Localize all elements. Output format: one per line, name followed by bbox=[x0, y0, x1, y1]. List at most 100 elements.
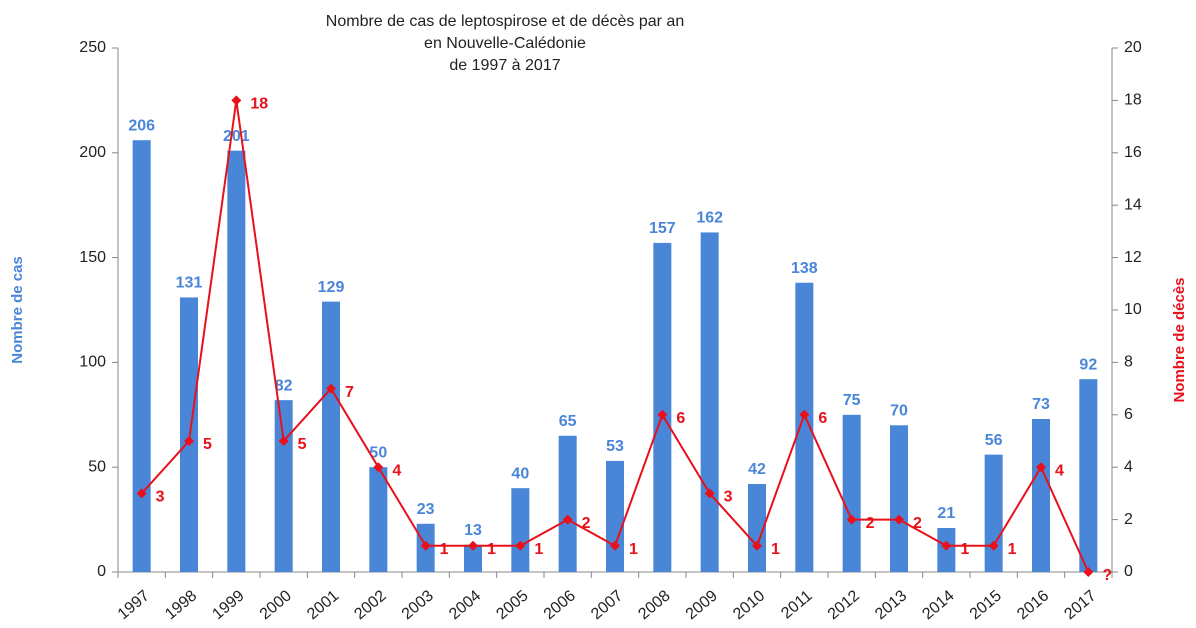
line-value-label: 5 bbox=[298, 436, 307, 453]
bar-value-label: 82 bbox=[275, 377, 293, 394]
y2-tick-label: 18 bbox=[1124, 92, 1142, 109]
bar-value-label: 70 bbox=[890, 402, 908, 419]
bar-value-label: 21 bbox=[937, 505, 955, 522]
bar bbox=[748, 483, 766, 572]
line-marker bbox=[988, 540, 999, 551]
chart-title: en Nouvelle-Calédonie bbox=[424, 35, 586, 52]
bar bbox=[984, 454, 1003, 572]
bar bbox=[369, 467, 388, 572]
bar-value-label: 50 bbox=[369, 444, 387, 461]
line-marker bbox=[326, 383, 336, 394]
bar bbox=[511, 488, 530, 572]
bar-value-label: 42 bbox=[748, 461, 766, 478]
y2-axis-label: Nombre de décès bbox=[1171, 277, 1188, 402]
line-marker bbox=[1036, 462, 1046, 473]
line-value-label: 1 bbox=[487, 541, 496, 558]
bar bbox=[606, 460, 624, 572]
line-marker bbox=[610, 540, 620, 551]
line-value-label: 1 bbox=[1008, 541, 1017, 558]
bar-value-label: 75 bbox=[843, 392, 861, 409]
line-marker bbox=[799, 409, 810, 420]
line-value-label: 7 bbox=[345, 384, 354, 401]
line-marker bbox=[562, 514, 573, 525]
bar-value-label: 23 bbox=[417, 501, 435, 518]
y2-tick-label: 4 bbox=[1124, 458, 1133, 475]
x-tick-label: 2002 bbox=[351, 587, 389, 623]
line-value-label: 6 bbox=[818, 410, 827, 427]
x-tick-label: 2012 bbox=[825, 587, 863, 623]
line-value-label: ? bbox=[1102, 567, 1112, 584]
y2-tick-label: 6 bbox=[1124, 406, 1133, 423]
bar-value-label: 65 bbox=[559, 413, 577, 430]
line-marker bbox=[752, 540, 762, 551]
x-tick-label: 2008 bbox=[635, 587, 673, 623]
y-tick-label: 0 bbox=[97, 563, 106, 580]
bar bbox=[653, 242, 672, 573]
x-tick-label: 2015 bbox=[967, 587, 1005, 623]
line-value-label: 18 bbox=[250, 96, 268, 113]
y-tick-label: 250 bbox=[79, 39, 106, 56]
y2-tick-label: 10 bbox=[1124, 301, 1142, 318]
line-value-label: 3 bbox=[724, 489, 733, 506]
bar-value-label: 157 bbox=[649, 220, 676, 237]
line-marker bbox=[894, 514, 904, 525]
line-marker bbox=[420, 540, 431, 551]
y2-tick-label: 16 bbox=[1124, 144, 1142, 161]
y2-tick-label: 8 bbox=[1124, 354, 1133, 371]
line-marker bbox=[704, 488, 715, 499]
bar bbox=[1079, 379, 1098, 572]
bar-value-label: 56 bbox=[985, 432, 1003, 449]
y2-tick-label: 14 bbox=[1124, 196, 1142, 213]
line-value-label: 1 bbox=[629, 541, 638, 558]
line-value-label: 4 bbox=[1055, 462, 1064, 479]
line-marker bbox=[184, 436, 194, 446]
y2-tick-label: 2 bbox=[1124, 511, 1133, 528]
x-tick-label: 2007 bbox=[588, 587, 626, 623]
bar-value-label: 73 bbox=[1032, 396, 1050, 413]
x-tick-label: 2017 bbox=[1061, 587, 1099, 623]
y-axis-label: Nombre de cas bbox=[9, 256, 26, 364]
line-marker bbox=[231, 95, 242, 106]
line-value-label: 1 bbox=[534, 541, 543, 558]
x-tick-label: 2016 bbox=[1014, 587, 1052, 623]
line-value-label: 3 bbox=[156, 489, 165, 506]
bar bbox=[842, 414, 861, 572]
line-marker bbox=[941, 540, 952, 551]
line-value-label: 1 bbox=[771, 541, 780, 558]
bar-value-label: 206 bbox=[128, 117, 155, 134]
chart-title: Nombre de cas de leptospirose et de décè… bbox=[326, 13, 684, 30]
x-tick-label: 2006 bbox=[541, 587, 579, 623]
bar bbox=[700, 232, 719, 572]
bar bbox=[795, 282, 814, 572]
x-tick-label: 2000 bbox=[257, 587, 295, 623]
bar bbox=[227, 150, 246, 573]
y2-tick-label: 12 bbox=[1124, 249, 1142, 266]
x-tick-label: 2010 bbox=[730, 587, 768, 623]
y-tick-label: 100 bbox=[79, 354, 106, 371]
line-marker bbox=[136, 488, 147, 499]
bar-value-label: 131 bbox=[176, 275, 203, 292]
line-value-label: 2 bbox=[582, 515, 591, 532]
bar bbox=[890, 425, 908, 572]
line-marker bbox=[657, 409, 668, 420]
line-value-label: 6 bbox=[676, 410, 685, 427]
chart-title: de 1997 à 2017 bbox=[449, 57, 560, 74]
line-value-label: 1 bbox=[960, 541, 969, 558]
line-marker bbox=[846, 514, 857, 525]
line-marker bbox=[1083, 567, 1094, 577]
bar-value-label: 53 bbox=[606, 438, 624, 455]
line-value-label: 1 bbox=[440, 541, 449, 558]
y2-tick-label: 20 bbox=[1124, 39, 1142, 56]
line-value-label: 2 bbox=[913, 515, 922, 532]
line-marker bbox=[373, 462, 384, 473]
x-tick-label: 2001 bbox=[304, 587, 342, 623]
bar-value-label: 92 bbox=[1079, 356, 1097, 373]
x-tick-label: 2011 bbox=[778, 587, 815, 622]
line-marker bbox=[468, 540, 478, 551]
x-tick-label: 1999 bbox=[209, 587, 247, 623]
y-tick-label: 150 bbox=[79, 249, 106, 266]
x-tick-label: 2005 bbox=[493, 587, 531, 623]
bar-value-label: 201 bbox=[223, 128, 250, 145]
bar-value-label: 129 bbox=[318, 279, 345, 296]
